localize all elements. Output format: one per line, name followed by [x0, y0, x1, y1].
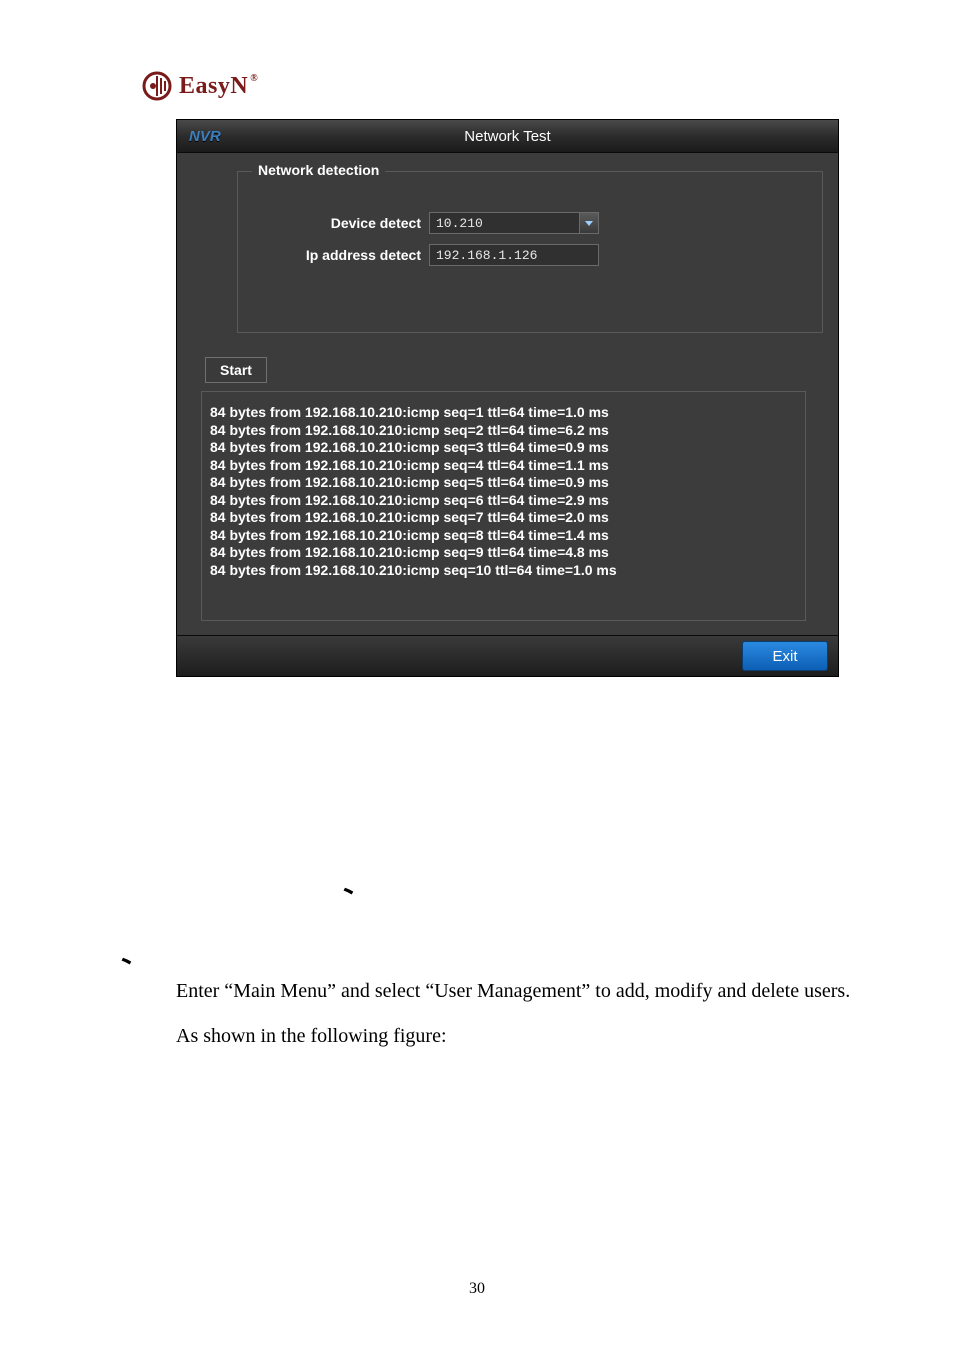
brand-name: EasyN: [179, 73, 248, 99]
ip-detect-input[interactable]: 192.168.1.126: [429, 244, 599, 266]
page-number: 30: [0, 1280, 954, 1298]
ip-detect-row: Ip address detect 192.168.1.126: [256, 244, 804, 266]
ping-output-line: 84 bytes from 192.168.10.210:icmp seq=7 …: [210, 509, 797, 527]
network-test-dialog: NVR Network Test Network detection Devic…: [176, 119, 839, 677]
device-detect-value: 10.210: [436, 216, 483, 231]
brand-logo: EasyN®: [141, 70, 258, 102]
ping-output-line: 84 bytes from 192.168.10.210:icmp seq=6 …: [210, 492, 797, 510]
registered-mark: ®: [250, 73, 258, 84]
stray-mark-2: 、: [112, 929, 149, 973]
ping-output-line: 84 bytes from 192.168.10.210:icmp seq=8 …: [210, 527, 797, 545]
brand-logo-text: EasyN®: [179, 73, 258, 100]
body-paragraph-2: As shown in the following figure:: [176, 1025, 447, 1048]
fieldset-legend: Network detection: [252, 162, 385, 178]
brand-logo-icon: [141, 70, 173, 102]
dialog-brand-label: NVR: [189, 128, 221, 145]
ping-output-line: 84 bytes from 192.168.10.210:icmp seq=5 …: [210, 474, 797, 492]
ping-output-box: 84 bytes from 192.168.10.210:icmp seq=1 …: [201, 391, 806, 621]
dialog-body: Network detection Device detect 10.210 I…: [177, 153, 838, 635]
ping-output-line: 84 bytes from 192.168.10.210:icmp seq=10…: [210, 562, 797, 580]
ping-output-lines: 84 bytes from 192.168.10.210:icmp seq=1 …: [210, 404, 797, 579]
ping-output-line: 84 bytes from 192.168.10.210:icmp seq=4 …: [210, 457, 797, 475]
ping-output-line: 84 bytes from 192.168.10.210:icmp seq=1 …: [210, 404, 797, 422]
exit-button[interactable]: Exit: [742, 641, 828, 671]
stray-mark-1: 、: [334, 859, 371, 903]
exit-button-label: Exit: [772, 648, 797, 665]
device-detect-combo[interactable]: 10.210: [429, 212, 599, 234]
chevron-down-icon: [585, 221, 593, 226]
ping-output-line: 84 bytes from 192.168.10.210:icmp seq=2 …: [210, 422, 797, 440]
network-detection-fieldset: Network detection Device detect 10.210 I…: [237, 171, 823, 333]
ping-output-line: 84 bytes from 192.168.10.210:icmp seq=3 …: [210, 439, 797, 457]
ip-detect-label: Ip address detect: [256, 247, 429, 263]
start-button-label: Start: [220, 362, 252, 378]
start-button[interactable]: Start: [205, 357, 267, 383]
dialog-title: Network Test: [177, 128, 838, 145]
device-detect-label: Device detect: [256, 215, 429, 231]
ip-detect-value: 192.168.1.126: [436, 248, 537, 263]
dialog-footer: Exit: [177, 635, 838, 676]
body-paragraph-1: Enter “Main Menu” and select “User Manag…: [176, 980, 850, 1003]
document-page: EasyN® NVR Network Test Network detectio…: [0, 0, 954, 1350]
device-detect-row: Device detect 10.210: [256, 212, 804, 234]
dialog-titlebar: NVR Network Test: [177, 120, 838, 153]
combo-dropdown-button[interactable]: [579, 213, 598, 233]
ping-output-line: 84 bytes from 192.168.10.210:icmp seq=9 …: [210, 544, 797, 562]
